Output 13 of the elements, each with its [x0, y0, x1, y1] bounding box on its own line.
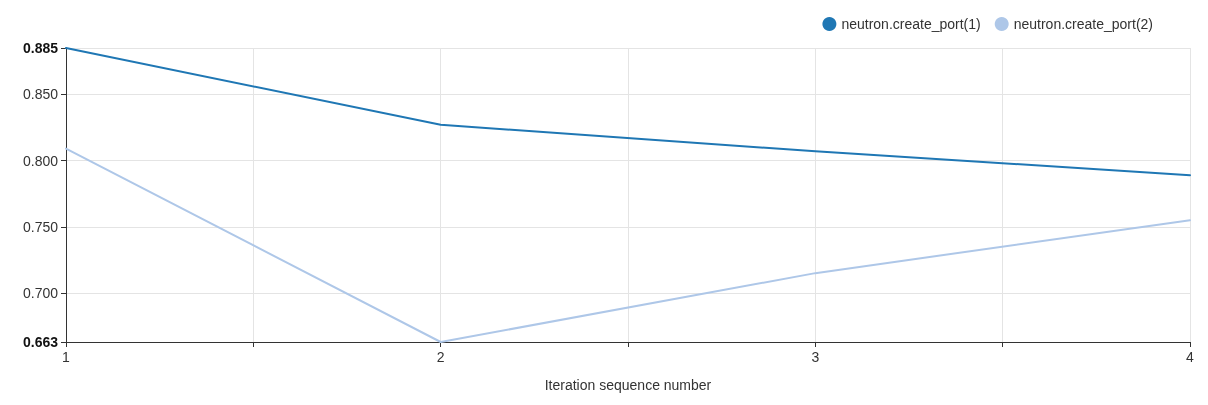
x-tick-label: 4 [1186, 349, 1195, 365]
legend-label: neutron.create_port(1) [841, 16, 981, 32]
x-tick-label: 2 [436, 349, 445, 365]
y-tick-label: 0.663 [22, 334, 59, 350]
y-tick-label: 0.800 [22, 152, 59, 169]
x-axis-title: Iteration sequence number [544, 377, 712, 393]
x-tick-label: 1 [62, 349, 71, 365]
legend-label: neutron.create_port(2) [1013, 16, 1154, 32]
y-tick-label: 0.885 [22, 40, 59, 56]
y-tick-label: 0.850 [22, 86, 59, 103]
y-tick-label: 0.700 [22, 285, 59, 301]
y-tick-label: 0.750 [22, 218, 59, 235]
x-tick-label: 3 [811, 349, 820, 365]
